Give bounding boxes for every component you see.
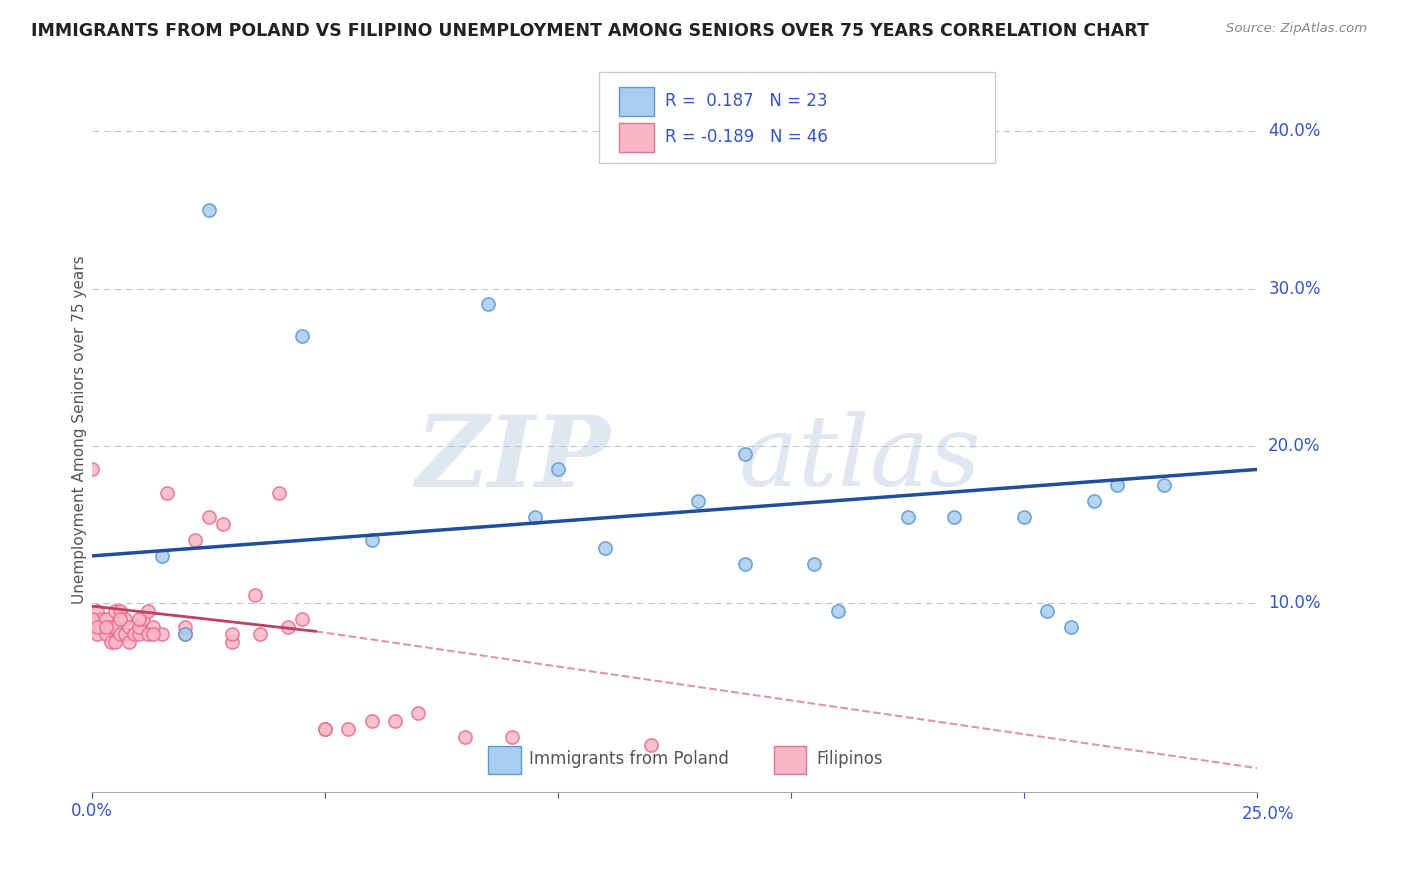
Point: [82, 462, 104, 476]
Point: [136, 604, 159, 618]
Point: [136, 627, 159, 641]
Point: [128, 612, 150, 626]
Point: [174, 619, 197, 633]
Point: [501, 730, 523, 744]
Text: R = -0.189   N = 46: R = -0.189 N = 46: [665, 128, 828, 146]
Text: IMMIGRANTS FROM POLAND VS FILIPINO UNEMPLOYMENT AMONG SENIORS OVER 75 YEARS CORR: IMMIGRANTS FROM POLAND VS FILIPINO UNEMP…: [31, 22, 1149, 40]
Point: [408, 706, 430, 720]
Point: [277, 619, 299, 633]
Text: ZIP: ZIP: [416, 411, 610, 508]
Point: [523, 509, 546, 524]
Point: [90, 619, 112, 633]
Point: [100, 619, 122, 633]
Point: [291, 612, 314, 626]
Point: [108, 604, 131, 618]
Point: [454, 730, 477, 744]
Point: [150, 627, 173, 641]
Point: [1036, 604, 1059, 618]
Point: [82, 612, 104, 626]
Point: [86, 627, 108, 641]
Text: Filipinos: Filipinos: [817, 750, 883, 768]
Point: [104, 619, 127, 633]
Text: 25.0%: 25.0%: [1241, 805, 1295, 823]
Point: [114, 627, 136, 641]
Point: [100, 635, 122, 649]
Point: [142, 627, 165, 641]
Text: atlas: atlas: [738, 411, 981, 507]
Point: [108, 627, 131, 641]
Text: Immigrants from Poland: Immigrants from Poland: [529, 750, 728, 768]
Point: [174, 627, 197, 641]
FancyBboxPatch shape: [619, 87, 654, 116]
Point: [118, 619, 141, 633]
Point: [827, 604, 849, 618]
Point: [1107, 478, 1129, 492]
Point: [803, 557, 825, 571]
Point: [734, 447, 756, 461]
Point: [174, 627, 197, 641]
Point: [211, 517, 233, 532]
FancyBboxPatch shape: [619, 123, 654, 152]
Point: [477, 297, 499, 311]
Point: [96, 619, 118, 633]
Point: [90, 612, 112, 626]
Text: 20.0%: 20.0%: [1268, 437, 1320, 455]
Point: [1060, 619, 1083, 633]
Text: 40.0%: 40.0%: [1268, 122, 1320, 140]
Point: [156, 486, 179, 500]
Point: [150, 549, 173, 563]
Point: [640, 738, 662, 752]
Point: [86, 619, 108, 633]
Point: [96, 627, 118, 641]
Point: [132, 612, 155, 626]
Point: [384, 714, 406, 728]
Point: [128, 619, 150, 633]
Point: [291, 328, 314, 343]
Point: [114, 612, 136, 626]
Point: [314, 722, 336, 736]
Point: [1083, 493, 1105, 508]
FancyBboxPatch shape: [773, 746, 806, 773]
Point: [337, 722, 360, 736]
Point: [943, 509, 966, 524]
Point: [96, 612, 118, 626]
Point: [104, 635, 127, 649]
Point: [104, 604, 127, 618]
Point: [686, 493, 709, 508]
Point: [734, 557, 756, 571]
Point: [183, 533, 205, 548]
Point: [118, 635, 141, 649]
Point: [221, 627, 243, 641]
Point: [314, 722, 336, 736]
Point: [86, 604, 108, 618]
Point: [245, 588, 267, 602]
Point: [360, 533, 382, 548]
Point: [360, 714, 382, 728]
FancyBboxPatch shape: [599, 72, 995, 162]
Text: Source: ZipAtlas.com: Source: ZipAtlas.com: [1226, 22, 1367, 36]
Point: [128, 627, 150, 641]
Point: [197, 509, 219, 524]
Text: 10.0%: 10.0%: [1268, 594, 1320, 612]
Point: [1153, 478, 1175, 492]
Point: [221, 635, 243, 649]
Point: [197, 202, 219, 217]
Point: [897, 509, 920, 524]
Point: [142, 619, 165, 633]
Point: [547, 462, 569, 476]
FancyBboxPatch shape: [488, 746, 520, 773]
Point: [593, 541, 616, 555]
Point: [108, 612, 131, 626]
Point: [1012, 509, 1035, 524]
Point: [249, 627, 271, 641]
Point: [122, 627, 145, 641]
Text: R =  0.187   N = 23: R = 0.187 N = 23: [665, 92, 828, 110]
Point: [267, 486, 290, 500]
Y-axis label: Unemployment Among Seniors over 75 years: Unemployment Among Seniors over 75 years: [72, 256, 87, 605]
Text: 30.0%: 30.0%: [1268, 279, 1320, 298]
